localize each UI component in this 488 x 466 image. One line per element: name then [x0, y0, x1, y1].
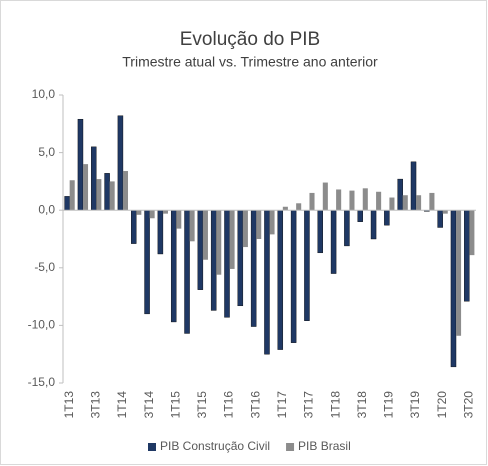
legend-label: PIB Construção Civil — [160, 439, 270, 453]
bar — [282, 206, 288, 211]
bar — [170, 209, 177, 323]
bar — [384, 209, 390, 226]
bar — [96, 179, 102, 211]
bar — [229, 210, 235, 269]
bar — [216, 210, 222, 275]
bar — [416, 195, 422, 211]
bar — [429, 192, 435, 211]
bar — [402, 195, 408, 211]
bar — [131, 209, 137, 244]
x-tick-label: 3T20 — [462, 391, 476, 419]
x-tick-label: 3T13 — [88, 391, 102, 419]
bar — [250, 209, 257, 327]
bar — [322, 182, 328, 211]
bar — [437, 209, 443, 228]
bar — [122, 171, 129, 211]
bar — [389, 197, 395, 211]
x-tick-label: 1T20 — [435, 391, 449, 419]
y-tick-label: 0,0 — [38, 202, 55, 216]
x-tick-label: 3T17 — [302, 391, 316, 419]
y-tick-label: -10,0 — [28, 318, 56, 332]
x-tick-label: 1T19 — [382, 391, 396, 419]
bar — [184, 209, 190, 334]
x-tick-label: 3T18 — [355, 391, 369, 419]
chart-subtitle: Trimestre atual vs. Trimestre ano anteri… — [122, 54, 378, 70]
bar — [77, 118, 84, 211]
chart-title: Evolução do PIB — [180, 29, 320, 50]
x-tick-label: 1T13 — [62, 391, 76, 419]
x-tick-label: 3T19 — [408, 391, 422, 419]
x-tick-label: 1T16 — [222, 391, 236, 419]
x-tick-label: 1T18 — [328, 391, 342, 419]
bar — [224, 209, 230, 318]
bar — [309, 192, 315, 211]
x-tick-label: 3T15 — [195, 391, 209, 419]
bar — [64, 196, 70, 211]
bar — [117, 115, 124, 211]
bar — [197, 209, 204, 290]
bar — [296, 203, 302, 211]
bar — [237, 209, 244, 307]
bar — [456, 210, 462, 336]
bar — [330, 209, 337, 274]
bar — [269, 210, 275, 235]
bar — [176, 210, 182, 229]
bar — [317, 209, 323, 254]
bar — [144, 209, 150, 315]
bar — [304, 209, 310, 321]
y-tick-label: 5,0 — [38, 145, 55, 159]
bar — [157, 209, 164, 255]
legend-swatch — [148, 443, 156, 451]
bar — [357, 209, 363, 222]
bar — [202, 210, 208, 260]
bar — [370, 209, 377, 240]
bar — [349, 190, 355, 211]
x-tick-label: 3T14 — [142, 391, 156, 419]
x-tick-label: 1T14 — [115, 391, 129, 419]
x-tick-label: 1T17 — [275, 391, 289, 419]
bar — [242, 210, 248, 248]
y-tick-label: -15,0 — [28, 375, 56, 389]
bar — [189, 210, 195, 242]
bar — [410, 161, 417, 211]
bar — [362, 188, 368, 211]
bar — [136, 210, 142, 215]
y-tick-label: 10,0 — [32, 87, 56, 101]
x-tick-label: 3T16 — [248, 391, 262, 419]
bar — [277, 209, 284, 350]
bar — [376, 191, 382, 211]
bar — [104, 173, 110, 211]
bar — [256, 210, 262, 239]
x-tick-label: 1T15 — [168, 391, 182, 419]
legend-label: PIB Brasil — [298, 439, 351, 453]
y-tick-label: -5,0 — [34, 260, 55, 274]
bar — [344, 209, 350, 247]
bar — [469, 210, 475, 256]
bar — [290, 209, 297, 343]
bar — [82, 164, 89, 211]
bar — [210, 209, 217, 311]
bar — [336, 189, 342, 211]
bar — [264, 209, 270, 355]
bar — [69, 180, 75, 211]
bar — [397, 178, 403, 211]
bar — [149, 210, 155, 219]
bar — [442, 210, 448, 214]
bar — [162, 210, 168, 214]
bar — [450, 209, 457, 368]
bar — [109, 181, 115, 211]
bar — [464, 209, 470, 302]
bar — [91, 146, 97, 211]
legend-swatch — [286, 443, 295, 451]
